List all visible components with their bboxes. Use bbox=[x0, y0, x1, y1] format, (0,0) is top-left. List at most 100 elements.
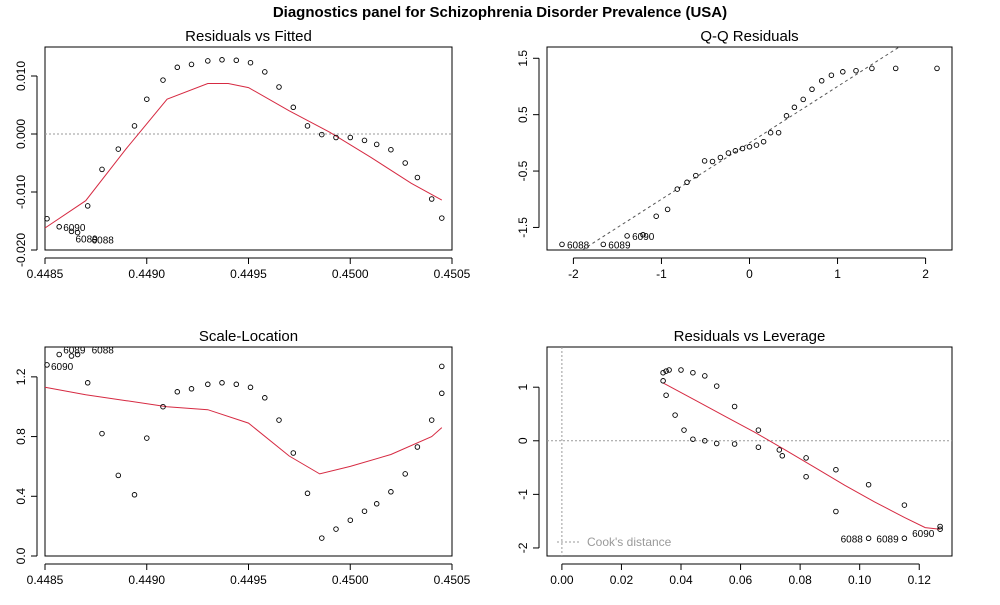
residuals-vs-fitted-point-13 bbox=[219, 57, 225, 63]
residuals-vs-fitted-point-15 bbox=[247, 59, 254, 66]
residuals-vs-fitted-y-tick-label: -0.010 bbox=[14, 175, 28, 209]
residuals-vs-leverage-point-14 bbox=[731, 403, 738, 410]
residuals-vs-fitted-point-0 bbox=[44, 215, 50, 222]
residuals-vs-leverage-point-5 bbox=[672, 412, 678, 418]
qq-residuals-point-5 bbox=[664, 206, 671, 213]
residuals-vs-leverage-point-11 bbox=[702, 438, 708, 444]
qq-residuals-point-4 bbox=[653, 213, 659, 219]
residuals-vs-leverage-point-label-6089: 6089 bbox=[876, 534, 899, 545]
residuals-vs-fitted-point-1 bbox=[56, 224, 62, 230]
figure-title: Diagnostics panel for Schizophrenia Diso… bbox=[273, 4, 727, 21]
qq-residuals-y-tick-label: -0.5 bbox=[516, 160, 530, 181]
residuals-vs-leverage-y-tick-label: -2 bbox=[516, 542, 530, 553]
scale-location-point-18 bbox=[290, 450, 297, 456]
residuals-vs-fitted-x-tick-label: 0.4500 bbox=[332, 267, 369, 281]
qq-residuals-point-2 bbox=[624, 233, 630, 239]
residuals-vs-leverage-point-29 bbox=[937, 526, 943, 532]
residuals-vs-fitted-point-16 bbox=[262, 69, 268, 75]
scale-location-x-tick-label: 0.4505 bbox=[434, 573, 471, 587]
residuals-vs-fitted-point-label-6088: 6088 bbox=[92, 236, 115, 247]
scale-location-point-15 bbox=[247, 384, 254, 391]
qq-residuals-point-18 bbox=[767, 129, 774, 136]
qq-residuals-point-1 bbox=[600, 241, 607, 248]
scale-location-point-12 bbox=[205, 381, 211, 388]
scale-location-point-22 bbox=[347, 517, 354, 523]
scale-location-point-19 bbox=[304, 490, 311, 497]
residuals-vs-leverage-x-tick-label: 0.12 bbox=[908, 573, 932, 587]
qq-residuals-point-23 bbox=[809, 86, 815, 93]
qq-residuals-point-27 bbox=[853, 67, 859, 74]
scale-location-point-17 bbox=[276, 417, 282, 423]
qq-residuals-point-8 bbox=[693, 172, 699, 179]
residuals-vs-leverage-x-tick-label: 0.04 bbox=[669, 573, 693, 587]
scale-location-point-5 bbox=[99, 430, 105, 437]
residuals-vs-fitted-x-tick-label: 0.4495 bbox=[230, 267, 267, 281]
scale-location-y-tick-label: 0.0 bbox=[14, 547, 28, 564]
qq-residuals-point-25 bbox=[828, 72, 835, 78]
qq-residuals-y-tick-label: -1.5 bbox=[516, 217, 530, 238]
qq-residuals-point-21 bbox=[791, 104, 798, 111]
residuals-vs-leverage-point-1 bbox=[660, 378, 666, 384]
scale-location-point-8 bbox=[144, 435, 150, 441]
residuals-vs-fitted-point-14 bbox=[233, 57, 240, 64]
scale-location-point-30 bbox=[439, 363, 445, 370]
residuals-vs-fitted-point-10 bbox=[174, 64, 181, 71]
residuals-vs-fitted-point-5 bbox=[99, 166, 105, 173]
residuals-vs-leverage-legend-label: Cook's distance bbox=[587, 535, 672, 549]
residuals-vs-leverage-smooth-line bbox=[662, 382, 941, 530]
residuals-vs-leverage-point-19 bbox=[779, 453, 786, 459]
residuals-vs-fitted-point-label-6090: 6090 bbox=[63, 223, 86, 234]
scale-location-point-3 bbox=[74, 351, 81, 358]
qq-residuals-point-7 bbox=[684, 179, 690, 186]
scale-location-point-25 bbox=[388, 489, 394, 495]
residuals-vs-fitted-point-2 bbox=[68, 228, 75, 235]
scale-location-point-4 bbox=[84, 380, 91, 386]
residuals-vs-leverage-point-16 bbox=[755, 427, 762, 433]
residuals-vs-fitted-point-27 bbox=[414, 174, 421, 181]
scale-location-point-6 bbox=[115, 472, 122, 479]
scale-location-y-tick-label: 0.8 bbox=[14, 428, 28, 445]
qq-residuals-point-30 bbox=[934, 65, 940, 72]
residuals-vs-leverage-x-tick-label: 0.06 bbox=[729, 573, 753, 587]
residuals-vs-fitted-y-tick-label: -0.020 bbox=[14, 233, 28, 267]
residuals-vs-fitted-point-label-6089: 6089 bbox=[76, 234, 99, 245]
residuals-vs-leverage-point-28 bbox=[937, 523, 943, 530]
scale-location-y-tick-label: 1.2 bbox=[14, 368, 28, 385]
residuals-vs-fitted-point-28 bbox=[428, 196, 435, 202]
qq-residuals-point-16 bbox=[753, 142, 760, 148]
residuals-vs-fitted-point-17 bbox=[276, 84, 282, 90]
qq-residuals-point-12 bbox=[725, 150, 732, 156]
residuals-vs-leverage-point-24 bbox=[865, 481, 872, 488]
residuals-vs-leverage-point-26 bbox=[901, 502, 908, 508]
qq-residuals-point-0 bbox=[559, 241, 565, 248]
qq-residuals-point-9 bbox=[701, 158, 708, 164]
residuals-vs-fitted-x-tick-label: 0.4485 bbox=[27, 267, 64, 281]
scale-location-point-13 bbox=[219, 380, 225, 386]
residuals-vs-leverage-point-label-6088: 6088 bbox=[841, 534, 864, 545]
residuals-vs-leverage-point-6 bbox=[678, 367, 684, 373]
qq-residuals-x-tick-label: 0 bbox=[746, 267, 753, 281]
residuals-vs-fitted-point-6 bbox=[115, 146, 122, 152]
scale-location-y-tick-label: 0.4 bbox=[14, 488, 28, 505]
qq-residuals-title: Q-Q Residuals bbox=[700, 28, 798, 45]
residuals-vs-fitted-point-19 bbox=[304, 123, 311, 129]
residuals-vs-leverage-point-12 bbox=[713, 383, 720, 389]
residuals-vs-leverage-y-tick-label: 1 bbox=[516, 384, 530, 391]
qq-residuals-point-15 bbox=[746, 144, 753, 150]
residuals-vs-leverage-point-label-6090: 6090 bbox=[912, 529, 935, 540]
residuals-vs-leverage-point-13 bbox=[713, 440, 720, 447]
residuals-vs-fitted-title: Residuals vs Fitted bbox=[185, 28, 312, 45]
residuals-vs-fitted-x-tick-label: 0.4505 bbox=[434, 267, 471, 281]
residuals-vs-leverage-point-3 bbox=[663, 392, 669, 398]
residuals-vs-fitted-point-25 bbox=[388, 146, 394, 153]
residuals-vs-leverage-panel: Residuals vs Leverage 6088 6089 6090 0.00 0.0… bbox=[516, 328, 953, 587]
residuals-vs-leverage-point-22 bbox=[833, 466, 839, 473]
scale-location-point-0 bbox=[44, 362, 50, 368]
residuals-vs-fitted-point-20 bbox=[319, 131, 325, 138]
qq-residuals-point-label-6088: 6088 bbox=[567, 240, 590, 251]
qq-residuals-point-6 bbox=[674, 186, 681, 192]
scale-location-point-14 bbox=[233, 381, 240, 388]
residuals-vs-fitted-y-tick-label: 0.000 bbox=[14, 119, 28, 149]
scale-location-point-2 bbox=[68, 353, 75, 359]
